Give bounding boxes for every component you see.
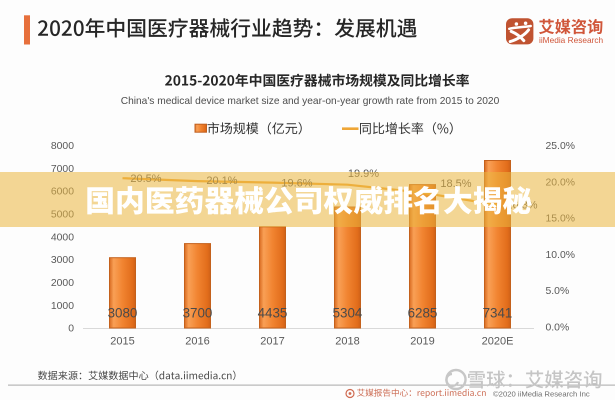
svg-text:6285: 6285 <box>408 306 438 321</box>
svg-text:5304: 5304 <box>333 306 363 321</box>
svg-text:4000: 4000 <box>51 232 74 243</box>
svg-text:2020E: 2020E <box>482 336 514 348</box>
svg-text:3000: 3000 <box>51 255 74 266</box>
svg-text:2018: 2018 <box>335 336 359 348</box>
svg-text:iiMedia Research: iiMedia Research <box>539 35 603 45</box>
svg-text:China's medical device market: China's medical device market size and y… <box>121 96 500 107</box>
svg-text:7000: 7000 <box>51 164 74 175</box>
svg-text:©2020 iiMedia Research Inc: ©2020 iiMedia Research Inc <box>493 389 590 398</box>
svg-text:4435: 4435 <box>258 306 288 321</box>
svg-text:0.0%: 0.0% <box>546 322 570 333</box>
svg-text:2016: 2016 <box>185 336 209 348</box>
svg-text:3080: 3080 <box>108 306 138 321</box>
svg-text:2019: 2019 <box>410 336 434 348</box>
svg-text:25.0%: 25.0% <box>546 141 575 152</box>
svg-text:8000: 8000 <box>51 141 74 152</box>
svg-text:2015: 2015 <box>110 336 134 348</box>
svg-text:3700: 3700 <box>183 306 213 321</box>
svg-text:1000: 1000 <box>51 301 74 312</box>
svg-text:7341: 7341 <box>483 306 513 321</box>
svg-text:0: 0 <box>68 324 74 335</box>
svg-text:5.0%: 5.0% <box>546 286 570 297</box>
svg-text:2000: 2000 <box>51 278 74 289</box>
svg-text:2017: 2017 <box>260 336 284 348</box>
svg-text:10.0%: 10.0% <box>546 250 575 261</box>
